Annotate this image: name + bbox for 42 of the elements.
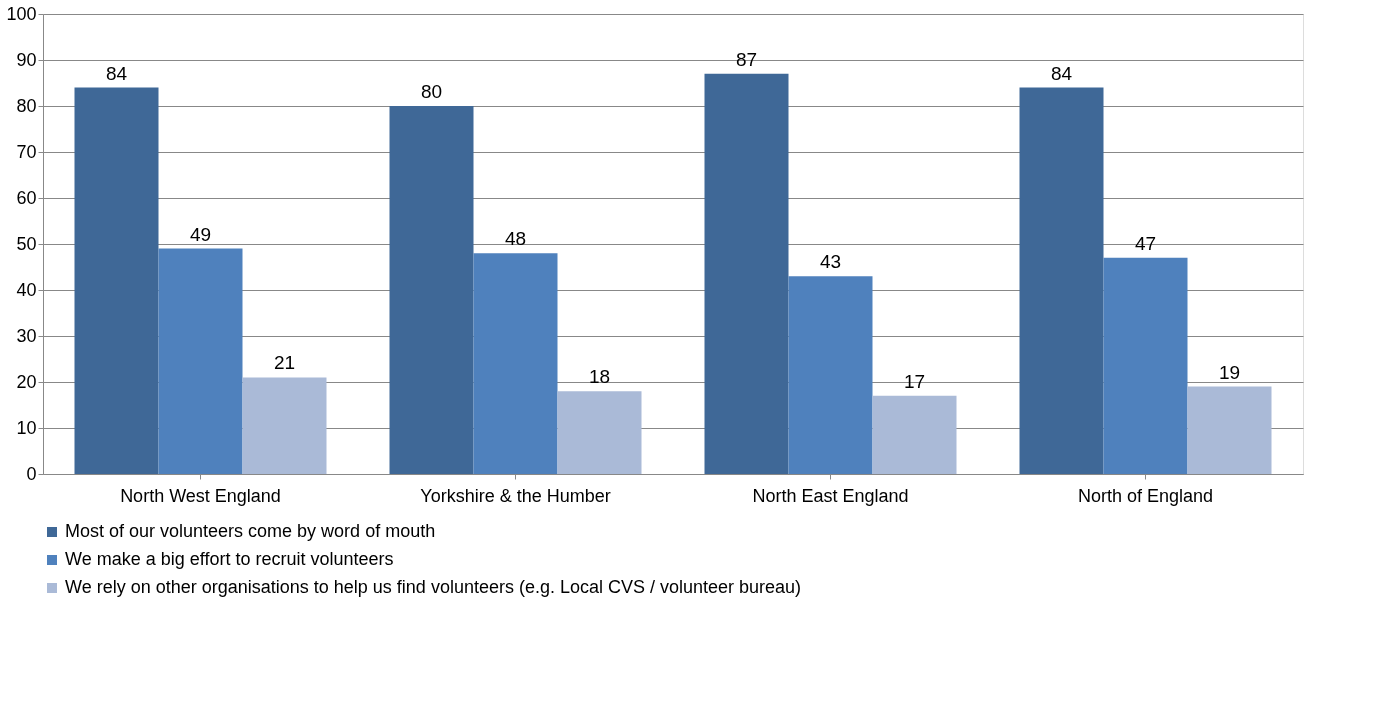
x-tick-label: Yorkshire & the Humber bbox=[420, 485, 611, 506]
data-label: 48 bbox=[504, 228, 527, 250]
data-label: 18 bbox=[588, 366, 611, 388]
data-label: 47 bbox=[1134, 232, 1157, 254]
bar bbox=[158, 248, 243, 474]
data-label: 84 bbox=[1050, 62, 1073, 84]
y-tick-label: 90 bbox=[16, 49, 37, 70]
data-label: 49 bbox=[189, 223, 212, 245]
legend-label: Most of our volunteers come by word of mouth bbox=[65, 521, 436, 541]
bar bbox=[1187, 386, 1272, 474]
y-tick-label: 0 bbox=[26, 463, 37, 484]
y-tick-label: 10 bbox=[16, 417, 37, 438]
x-tick-label: North West England bbox=[120, 485, 281, 506]
bar bbox=[242, 377, 327, 474]
x-tick-label: North of England bbox=[1077, 485, 1214, 506]
bar bbox=[704, 73, 789, 474]
data-label: 84 bbox=[105, 62, 128, 84]
y-tick-label: 40 bbox=[16, 279, 37, 300]
y-tick-label: 70 bbox=[16, 141, 37, 162]
y-tick-label: 30 bbox=[16, 325, 37, 346]
legend-label: We rely on other organisations to help us find volunteers (e.g. Local CVS / volunteer bureau) bbox=[65, 577, 802, 597]
bar bbox=[389, 106, 474, 474]
bar bbox=[1103, 257, 1188, 474]
bar bbox=[557, 391, 642, 474]
data-label: 19 bbox=[1218, 361, 1241, 383]
data-label: 21 bbox=[273, 352, 296, 374]
y-tick-label: 50 bbox=[16, 233, 37, 254]
y-tick-label: 20 bbox=[16, 371, 37, 392]
bar bbox=[473, 253, 558, 474]
data-label: 87 bbox=[735, 48, 758, 70]
bar bbox=[788, 276, 873, 474]
legend-label: We make a big effort to recruit volunteers bbox=[65, 549, 394, 569]
y-tick-label: 60 bbox=[16, 187, 37, 208]
y-tick-label: 100 bbox=[6, 3, 37, 24]
x-tick-label: North East England bbox=[752, 485, 909, 506]
bar bbox=[1019, 87, 1104, 474]
data-label: 17 bbox=[903, 370, 926, 392]
data-label: 80 bbox=[420, 81, 443, 102]
bar bbox=[872, 395, 957, 474]
bar bbox=[74, 87, 159, 474]
y-tick-label: 80 bbox=[16, 95, 37, 116]
data-label: 43 bbox=[819, 251, 842, 273]
